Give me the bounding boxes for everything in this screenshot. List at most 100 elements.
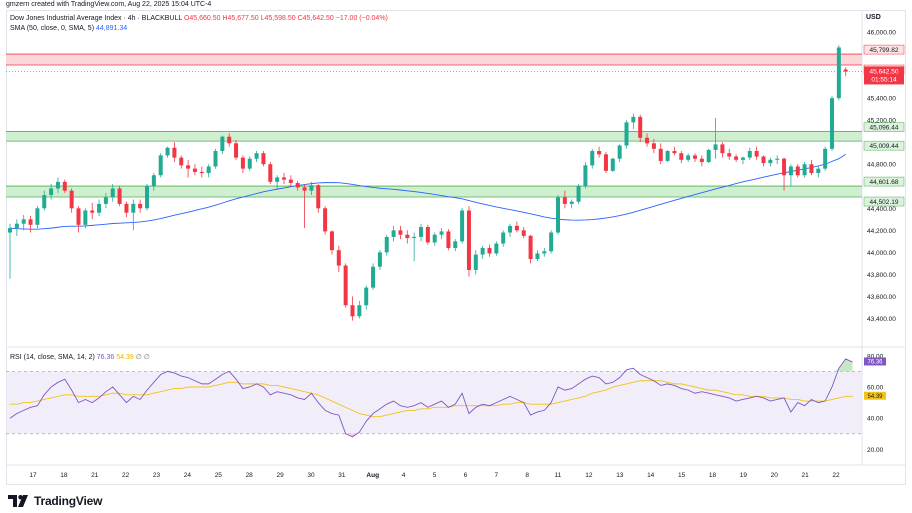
candle-body (597, 151, 602, 155)
candle-body (49, 188, 54, 196)
candle-body (165, 147, 170, 156)
sma-series (9, 153, 846, 230)
candle-body (14, 223, 19, 229)
sma-legend: SMA (50, close, 0, SMA, 5) 44,891.34 (10, 24, 127, 34)
candle-body (206, 166, 211, 174)
candle-body (446, 231, 451, 248)
candle-body (460, 210, 465, 242)
candle-body (131, 203, 136, 213)
rsi-tick-label: 20.00 (867, 447, 884, 454)
creator-credit: gmzern created with TradingView.com, Aug… (6, 1, 212, 8)
candle-body (583, 165, 588, 187)
candle-body (336, 250, 341, 266)
candle-body (234, 143, 239, 158)
time-tick-label: 24 (184, 472, 192, 479)
candle-body (720, 144, 725, 154)
time-tick-label: 18 (709, 472, 717, 479)
candle-body (617, 145, 622, 159)
candle-body (782, 158, 787, 176)
candle-body (658, 148, 663, 161)
candle-body (343, 265, 348, 306)
time-tick-label: 19 (740, 472, 748, 479)
time-axis: 17 18 21 22 23 24 25 28 29 30 31 Aug 4 5 6 7 8 11 12 13 14 15… (29, 472, 840, 479)
zone-support-upper (6, 131, 862, 142)
rsi-tick-label: 60.00 (867, 385, 884, 392)
candle-body (35, 208, 40, 225)
candle-body (316, 185, 321, 209)
candle-body (69, 190, 74, 209)
rsi-tick-label: 40.00 (867, 416, 884, 423)
rsi-value-tag-label: 76.36 (867, 359, 883, 365)
candle-body (117, 188, 122, 204)
candle-body (425, 227, 430, 243)
price-tick-label: 46,000.00 (867, 30, 896, 37)
time-tick-label: 15 (678, 472, 686, 479)
candle-body (672, 151, 677, 154)
candle-body (405, 234, 410, 239)
rsi-line (9, 358, 853, 438)
candle-body (603, 154, 608, 171)
candle-body (706, 149, 711, 163)
rsi-tick-label: 80.00 (867, 353, 884, 360)
last-price-label: 45,642.50 (870, 68, 899, 75)
time-tick-label: 5 (433, 472, 437, 479)
price-tick-label: 43,800.00 (867, 272, 896, 279)
time-tick-label: 14 (647, 472, 655, 479)
candle-body (268, 164, 273, 182)
candle-body (713, 144, 718, 150)
time-tick-label: 25 (215, 472, 223, 479)
candle-body (473, 254, 478, 270)
zone-price-label: 45,009.44 (870, 143, 899, 150)
rsi-overbought-fill (835, 358, 853, 372)
time-tick-label: 12 (585, 472, 593, 479)
candle-body (816, 168, 821, 174)
rsi-value: 76.36 (96, 354, 115, 361)
chart-frame (6, 10, 906, 485)
candle-body (145, 186, 149, 209)
candle-body (213, 151, 218, 167)
candle-body (453, 241, 458, 248)
rsi-ma-line (10, 380, 853, 418)
candle-body (55, 181, 60, 189)
rsi-ma-value: 54.39 (116, 354, 134, 361)
candle-body (377, 252, 382, 267)
zone-label-bg (863, 140, 905, 151)
candle-body (665, 151, 670, 161)
candle-body (480, 247, 485, 255)
price-tick-label: 44,000.00 (867, 250, 896, 257)
candle-body (323, 208, 328, 232)
zone-label-bg (863, 196, 905, 207)
candle-body (686, 155, 691, 160)
candle-body (186, 165, 191, 169)
candle-body (727, 153, 732, 157)
price-tick-label: 45,400.00 (867, 96, 896, 103)
candle-body (8, 228, 12, 233)
candle-body (110, 188, 115, 198)
zone-price-label: 45,799.82 (870, 47, 899, 54)
candle-body (302, 187, 307, 191)
sma-label: SMA (50, close, 0, SMA, 5) (10, 25, 95, 32)
candle-body (398, 230, 403, 235)
time-tick-label: 28 (246, 472, 254, 479)
tradingview-logo: TradingView (8, 492, 102, 510)
rsi-value-tag (864, 357, 886, 366)
candle-body (179, 157, 184, 166)
candle-body (843, 69, 848, 72)
candle-body (432, 234, 437, 243)
candle-body (590, 151, 595, 166)
candle-body (42, 195, 47, 209)
candle-body (83, 210, 88, 225)
time-tick-label: 20 (771, 472, 779, 479)
candle-body (645, 137, 650, 144)
candle-body (21, 219, 26, 224)
candle-body (528, 235, 533, 259)
candles (8, 45, 848, 321)
candle-body (823, 148, 828, 169)
zone-label-bg (863, 176, 905, 187)
candle-body (466, 210, 471, 270)
candle-body (97, 203, 102, 213)
rsi-ma-tag (864, 391, 886, 400)
candle-body (384, 236, 389, 253)
candle-body (508, 225, 513, 233)
